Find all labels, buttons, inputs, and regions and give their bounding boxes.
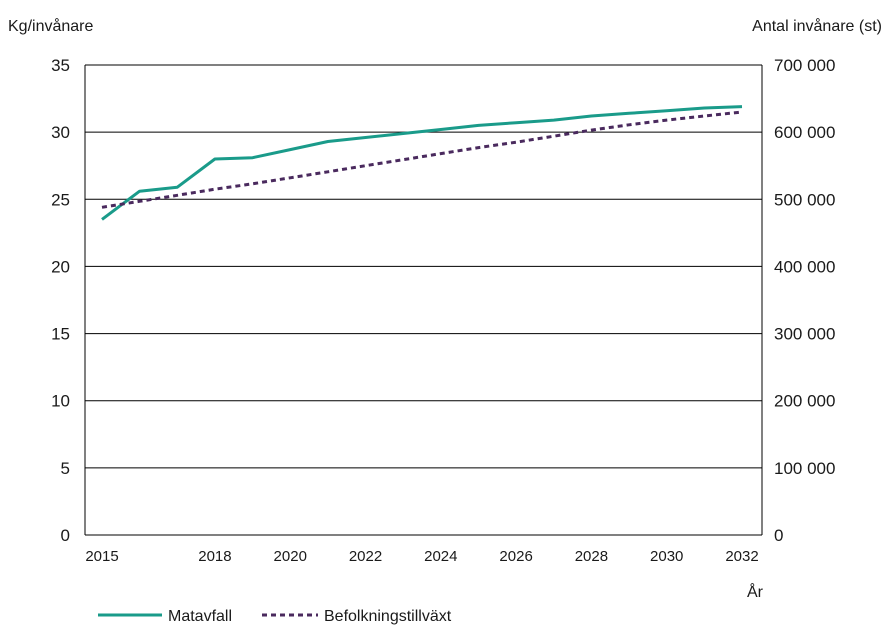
series-line-befolkningstillväxt bbox=[101, 110, 743, 209]
series-layer bbox=[101, 105, 743, 221]
x-tick-label: 2032 bbox=[725, 548, 758, 565]
y-right-tick-label: 500 000 bbox=[774, 190, 835, 209]
y-left-tick-label: 0 bbox=[61, 526, 70, 545]
y-right-tick-label: 200 000 bbox=[774, 392, 835, 411]
y-right-axis-title: Antal invånare (st) bbox=[752, 17, 882, 35]
legend-label-befolkningstillvaxt: Befolkningstillväxt bbox=[324, 608, 452, 625]
y-left-tick-label: 15 bbox=[51, 325, 70, 344]
y-right-tick-label: 700 000 bbox=[774, 56, 835, 75]
x-axis-title: År bbox=[747, 582, 764, 601]
x-tick-label: 2015 bbox=[85, 548, 118, 565]
series-line-matavfall bbox=[101, 105, 743, 221]
legend-label-matavfall: Matavfall bbox=[168, 608, 232, 625]
x-tick-label: 2024 bbox=[424, 548, 457, 565]
y-right-tick-label: 100 000 bbox=[774, 459, 835, 478]
y-right-tick-labels: 0 100 000 200 000 300 000 400 000 500 000 600 … bbox=[774, 56, 835, 545]
legend: Matavfall Befolkningstillväxt bbox=[98, 608, 452, 625]
x-tick-label: 2026 bbox=[499, 548, 532, 565]
y-left-tick-label: 20 bbox=[51, 257, 70, 276]
y-right-tick-label: 0 bbox=[774, 526, 783, 545]
y-left-tick-label: 35 bbox=[51, 56, 70, 75]
x-tick-label: 2030 bbox=[650, 548, 683, 565]
y-right-tick-label: 600 000 bbox=[774, 123, 835, 142]
y-left-tick-label: 5 bbox=[61, 459, 70, 478]
y-right-tick-label: 400 000 bbox=[774, 257, 835, 276]
y-left-axis-title: Kg/invånare bbox=[8, 17, 93, 35]
x-tick-label: 2018 bbox=[198, 548, 231, 565]
x-tick-label: 2020 bbox=[274, 548, 307, 565]
y-left-tick-label: 25 bbox=[51, 190, 70, 209]
y-left-tick-label: 30 bbox=[51, 123, 70, 142]
y-left-tick-labels: 0 5 10 15 20 25 30 35 bbox=[51, 56, 70, 545]
y-left-tick-label: 10 bbox=[51, 392, 70, 411]
y-right-tick-label: 300 000 bbox=[774, 325, 835, 344]
x-tick-label: 2022 bbox=[349, 548, 382, 565]
grid-lines bbox=[84, 64, 763, 536]
x-tick-labels: 2015 2018 2020 2022 2024 2026 2028 2030 2032 bbox=[85, 548, 758, 565]
x-tick-label: 2028 bbox=[575, 548, 608, 565]
